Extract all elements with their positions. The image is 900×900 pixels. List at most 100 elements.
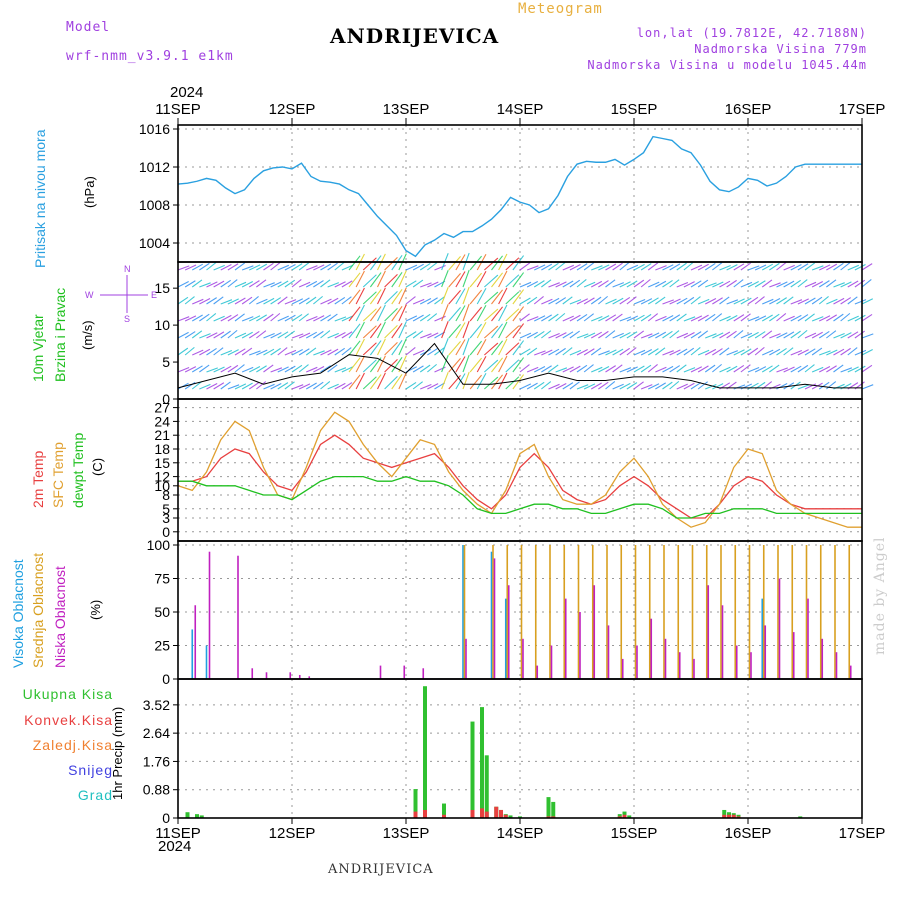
precipitation-y-tick-label: 3.52 xyxy=(143,697,170,713)
wind-barb xyxy=(690,331,702,339)
wind-barb xyxy=(227,279,238,288)
wind-barb xyxy=(177,265,190,271)
wind-barb xyxy=(640,348,653,356)
wind-barb xyxy=(476,270,487,288)
wind-barb xyxy=(341,296,352,305)
wind-barb xyxy=(369,289,382,305)
wind-barb xyxy=(405,382,417,390)
wind-barb xyxy=(519,332,532,339)
wind-barb xyxy=(398,355,407,373)
date-tick-label-bottom: 15SEP xyxy=(611,825,658,842)
wind-barb xyxy=(298,383,311,390)
wind-barb xyxy=(348,323,361,339)
wind-barb xyxy=(590,296,602,305)
wind-barb xyxy=(177,316,190,322)
wind-barb xyxy=(655,296,666,305)
wind-barb xyxy=(270,382,282,390)
wind-barb xyxy=(298,332,311,339)
wind-barb xyxy=(263,383,275,390)
wind-barb xyxy=(377,304,386,322)
wind-barb xyxy=(448,256,461,271)
wind-barb xyxy=(512,289,525,305)
wind-barb xyxy=(526,382,538,390)
wind-barb xyxy=(519,297,531,305)
wind-barb xyxy=(263,297,275,305)
wind-barb xyxy=(305,347,317,356)
wind-barb xyxy=(769,364,780,373)
wind-barb xyxy=(369,323,382,339)
wind-barb xyxy=(598,365,610,373)
wind-barb xyxy=(241,366,254,373)
wind-barb xyxy=(769,262,780,271)
wind-barb xyxy=(555,312,566,322)
wind-barb xyxy=(819,350,831,356)
wind-barb xyxy=(541,349,553,356)
wind-barb xyxy=(241,265,254,271)
wind-barb xyxy=(391,305,403,322)
wind-barb xyxy=(662,264,674,271)
wind-barb xyxy=(419,364,431,373)
wind-barb xyxy=(227,349,239,356)
wind-barb xyxy=(626,264,639,271)
wind-barb xyxy=(206,332,218,339)
precip-total-bar xyxy=(423,686,427,818)
wind-barb xyxy=(405,296,416,305)
wind-barb xyxy=(726,299,739,305)
wind-barb xyxy=(605,298,617,305)
wind-barb xyxy=(291,279,302,288)
wind-barb xyxy=(491,323,504,339)
wind-barb xyxy=(818,331,830,339)
temperature-y-tick-label: 27 xyxy=(154,400,170,416)
wind-barb xyxy=(455,305,466,322)
wind-barb xyxy=(583,297,595,305)
wind-barb xyxy=(484,325,499,339)
wind-barb xyxy=(690,296,701,305)
wind-barb xyxy=(683,316,696,322)
wind-barb xyxy=(391,322,403,339)
wind-barb xyxy=(583,281,596,288)
wind-barb xyxy=(861,279,872,288)
wind-barb xyxy=(576,279,587,288)
date-tick-label-top: 13SEP xyxy=(383,101,430,118)
wind-barb xyxy=(583,348,595,356)
wind-barb xyxy=(719,264,731,271)
wind-barb xyxy=(498,372,508,390)
wind-barb xyxy=(184,331,196,339)
wind-barb xyxy=(804,262,816,271)
wind-barb xyxy=(298,281,311,288)
wind-barb xyxy=(697,330,709,339)
wind-barb xyxy=(612,313,623,322)
wind-barb xyxy=(811,296,823,305)
wind-barb xyxy=(790,264,802,271)
wind-barb xyxy=(213,347,224,356)
wind-barb xyxy=(690,315,703,322)
wind-barb xyxy=(420,282,432,288)
wind-barb xyxy=(484,342,499,356)
wind-barb xyxy=(263,262,274,271)
wind-barb xyxy=(491,374,504,390)
wind-barb xyxy=(526,331,538,339)
wind-barb xyxy=(341,347,352,356)
temperature-y-tick-label: 21 xyxy=(154,427,170,443)
wind-y-tick-label: 10 xyxy=(154,317,170,333)
wind-barb xyxy=(448,324,461,339)
wind-barb xyxy=(726,264,738,271)
clouds-panel-frame xyxy=(177,540,863,680)
wind-barb xyxy=(184,366,197,373)
wind-barb xyxy=(605,263,617,271)
wind-barb xyxy=(591,265,603,271)
wind-barb xyxy=(241,331,253,339)
wind-barb xyxy=(647,262,659,271)
wind-barb xyxy=(733,365,745,373)
wind-barb xyxy=(541,365,552,373)
precip-convective-bar xyxy=(470,809,475,818)
wind-barb xyxy=(847,296,858,305)
pressure-y-tick-label: 1016 xyxy=(139,121,170,137)
wind-barb xyxy=(362,308,377,322)
temp-2m-line xyxy=(178,434,862,519)
wind-barb xyxy=(833,297,845,305)
precip-convective-bar xyxy=(480,808,484,818)
wind-barb xyxy=(227,384,240,390)
wind-barb xyxy=(804,383,817,390)
meteogram-label: Meteogram xyxy=(518,1,603,17)
